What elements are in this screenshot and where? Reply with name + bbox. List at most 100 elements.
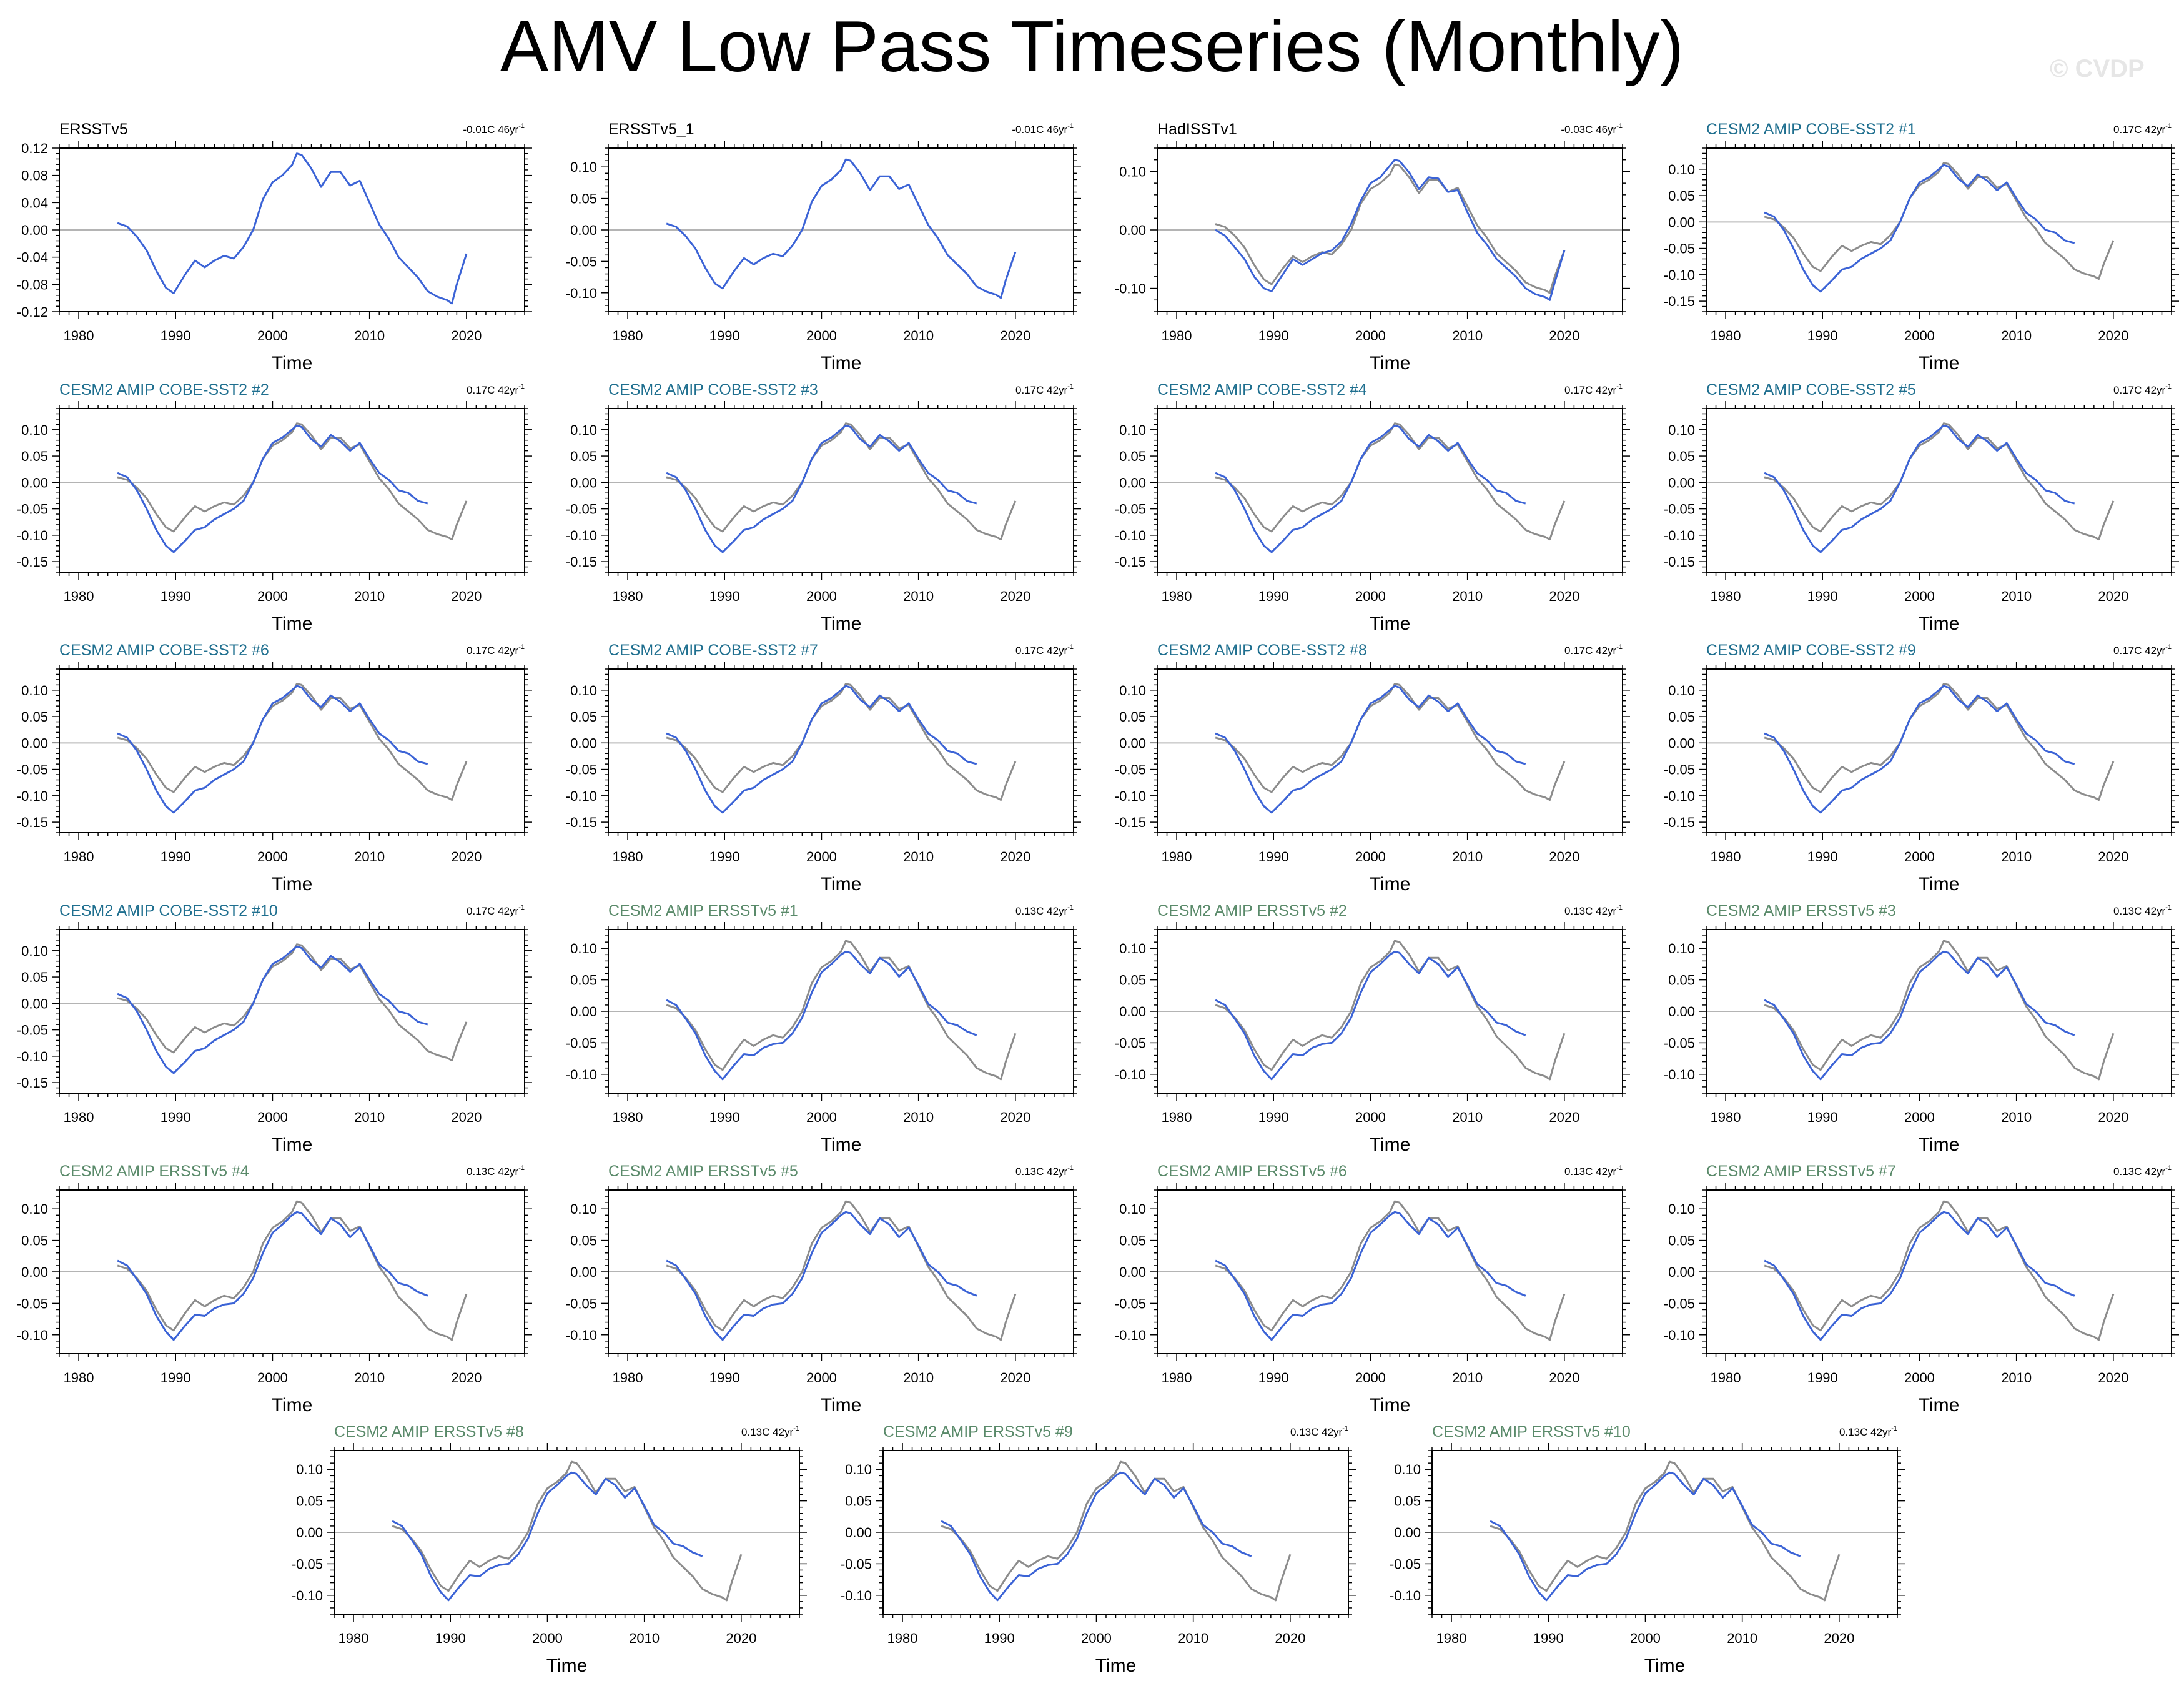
- x-tick-label: 1980: [1711, 1109, 1741, 1125]
- x-tick-label: 1980: [64, 328, 94, 344]
- model-series-line: [666, 424, 977, 553]
- x-tick-label: 2020: [1549, 849, 1579, 865]
- chart-panel: 1980 1990 2000 2010 2020 0.10 0.05 0.00 -0.05 -0.…: [1664, 1163, 2179, 1416]
- y-tick-label: -0.10: [566, 788, 597, 804]
- panel-title: CESM2 AMIP ERSSTv5 #8: [334, 1423, 524, 1441]
- observed-series-line: [117, 683, 468, 801]
- x-tick-label: 2020: [1000, 328, 1030, 344]
- x-axis-label: Time: [272, 1395, 313, 1416]
- chart-panel: 1980 1990 2000 2010 2020 0.10 0.05 0.00 -0.05 -0.…: [566, 381, 1081, 634]
- y-tick-label: -0.04: [17, 250, 48, 265]
- y-tick-label: -0.10: [566, 528, 597, 543]
- y-tick-label: 0.05: [1668, 449, 1695, 464]
- panel-title: CESM2 AMIP COBE-SST2 #8: [1157, 642, 1367, 659]
- y-tick-label: 0.05: [1119, 973, 1146, 988]
- y-tick-label: 0.05: [1119, 449, 1146, 464]
- y-tick-label: -0.10: [1115, 281, 1146, 297]
- y-tick-label: -0.05: [1115, 502, 1146, 517]
- chart-panel: 1980 1990 2000 2010 2020 0.10 0.05 0.00 -0.05 -0.…: [17, 1163, 532, 1416]
- y-tick-label: 0.10: [1668, 162, 1695, 177]
- y-tick-label: 0.00: [1668, 475, 1695, 490]
- x-tick-label: 1980: [64, 588, 94, 604]
- x-axis-label: Time: [546, 1655, 588, 1676]
- model-series-line: [941, 1471, 1252, 1602]
- x-tick-label: 1990: [1258, 588, 1289, 604]
- trend-exponent: -1: [1891, 1425, 1897, 1432]
- panel-title: CESM2 AMIP COBE-SST2 #5: [1706, 381, 1916, 399]
- y-tick-label: -0.05: [1664, 762, 1695, 778]
- trend-exponent: -1: [518, 383, 525, 390]
- model-series-line: [666, 1211, 977, 1341]
- y-tick-label: 0.00: [570, 222, 597, 238]
- x-tick-label: 1980: [1711, 328, 1741, 344]
- chart-panel: 1980 1990 2000 2010 2020 0.10 0.00 -0.10 Time Had…: [1115, 121, 1630, 374]
- trend-exponent: -1: [518, 643, 525, 651]
- trend-exponent: -1: [1616, 383, 1623, 390]
- x-tick-label: 2020: [1000, 1370, 1030, 1386]
- trend-label: -0.01C 46yr-1: [1012, 122, 1074, 136]
- chart-panel: 1980 1990 2000 2010 2020 0.10 0.05 0.00 -0.05 -0.…: [1115, 642, 1630, 895]
- trend-label: 0.17C 42yr-1: [2113, 122, 2172, 136]
- x-tick-label: 1990: [1258, 1370, 1289, 1386]
- trend-value: 0.13C 42yr: [1015, 905, 1067, 917]
- trend-value: 0.17C 42yr: [467, 384, 518, 396]
- model-series-line: [1215, 159, 1566, 301]
- observed-series-line: [1215, 422, 1566, 541]
- y-tick-label: 0.10: [570, 941, 597, 956]
- trend-label: 0.13C 42yr-1: [2113, 904, 2172, 917]
- x-tick-label: 1990: [161, 328, 191, 344]
- x-tick-label: 1990: [709, 1370, 740, 1386]
- y-tick-label: 0.05: [570, 449, 597, 464]
- trend-exponent: -1: [1616, 904, 1623, 911]
- y-tick-label: 0.05: [1668, 1233, 1695, 1249]
- trend-value: 0.17C 42yr: [467, 645, 518, 657]
- y-tick-label: 0.05: [845, 1494, 872, 1509]
- x-tick-label: 2000: [1355, 849, 1386, 865]
- y-tick-label: 0.10: [1119, 1201, 1146, 1217]
- y-tick-label: 0.05: [1668, 188, 1695, 204]
- y-tick-label: 0.05: [21, 969, 48, 985]
- y-tick-label: 0.10: [296, 1462, 323, 1477]
- chart-panel: 1980 1990 2000 2010 2020 0.10 0.05 0.00 -0.05 -0.…: [17, 381, 532, 634]
- observed-series-line: [666, 940, 1017, 1081]
- x-tick-label: 2020: [451, 1370, 482, 1386]
- y-tick-label: 0.10: [1668, 683, 1695, 698]
- model-series-line: [666, 685, 977, 814]
- model-series-line: [117, 945, 428, 1074]
- y-tick-label: -0.05: [17, 1296, 48, 1311]
- x-tick-label: 2020: [2098, 1109, 2128, 1125]
- y-tick-label: 0.08: [21, 168, 48, 184]
- trend-value: 0.13C 42yr: [1839, 1426, 1891, 1438]
- panel-title: CESM2 AMIP ERSSTv5 #9: [883, 1423, 1073, 1441]
- trend-value: 0.17C 42yr: [2113, 124, 2165, 136]
- x-tick-label: 2000: [1904, 1109, 1935, 1125]
- trend-value: 0.13C 42yr: [1564, 905, 1616, 917]
- panel-title: CESM2 AMIP COBE-SST2 #1: [1706, 121, 1916, 138]
- trend-value: 0.13C 42yr: [1290, 1426, 1342, 1438]
- y-tick-label: 0.10: [1119, 683, 1146, 698]
- y-tick-label: 0.05: [1119, 709, 1146, 725]
- x-tick-label: 1980: [1162, 1109, 1192, 1125]
- observed-series-line: [1490, 1460, 1841, 1602]
- trend-exponent: -1: [2165, 1164, 2172, 1172]
- x-tick-label: 2010: [1452, 849, 1483, 865]
- y-tick-label: 0.10: [1668, 422, 1695, 438]
- y-tick-label: -0.10: [17, 788, 48, 804]
- x-tick-label: 2000: [1630, 1630, 1661, 1646]
- chart-panel: 1980 1990 2000 2010 2020 0.10 0.05 0.00 -0.05 -0.…: [1664, 381, 2179, 634]
- y-tick-label: -0.05: [566, 762, 597, 778]
- y-tick-label: 0.10: [1668, 941, 1695, 956]
- x-axis-label: Time: [821, 353, 862, 374]
- x-tick-label: 2000: [806, 849, 837, 865]
- x-tick-label: 2020: [1549, 1370, 1579, 1386]
- x-axis-label: Time: [1370, 1134, 1411, 1155]
- y-tick-label: -0.15: [1664, 294, 1695, 309]
- y-tick-label: 0.00: [21, 735, 48, 751]
- x-tick-label: 2010: [903, 588, 934, 604]
- x-tick-label: 1990: [709, 328, 740, 344]
- model-series-line: [1764, 950, 2075, 1081]
- observed-series-line: [1215, 1200, 1566, 1341]
- x-tick-label: 1990: [161, 1109, 191, 1125]
- y-tick-label: -0.10: [841, 1588, 872, 1604]
- x-tick-label: 1980: [64, 1109, 94, 1125]
